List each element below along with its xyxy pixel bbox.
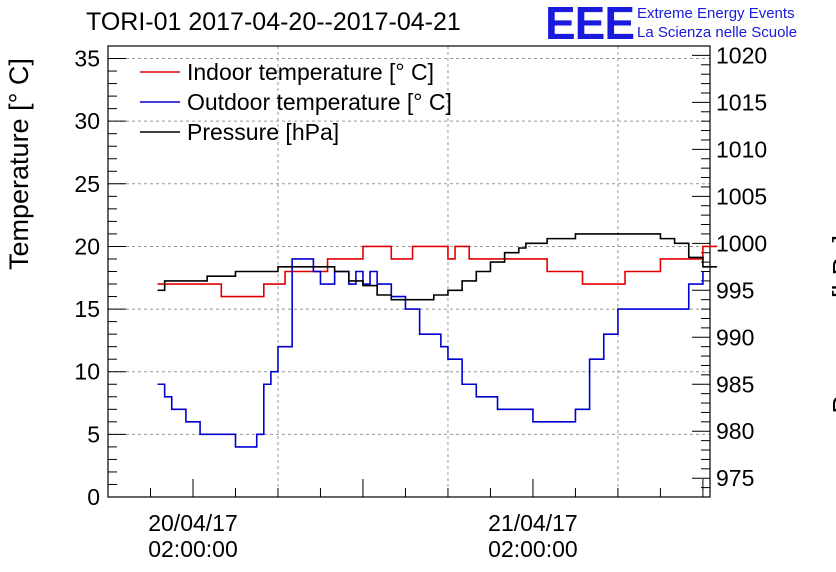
legend: Indoor temperature [° C] Outdoor temperat… (140, 59, 452, 145)
y-tick-label: 20 (74, 233, 100, 259)
y2-tick-label: 1010 (716, 136, 767, 162)
y-axis-left-label: Temperature [° C] (4, 58, 34, 270)
y2-tick-label: 980 (716, 418, 754, 444)
y2-tick-label: 990 (716, 324, 754, 350)
series-pressure (157, 233, 718, 301)
y-tick-label: 15 (74, 296, 100, 322)
y2-tick-label: 975 (716, 465, 754, 491)
y2-tick-label: 1005 (716, 183, 767, 209)
logo-caption: Extreme Energy Events La Scienza nelle S… (637, 4, 797, 42)
y-tick-label: 35 (74, 46, 100, 72)
logo-line-2: La Scienza nelle Scuole (637, 24, 798, 41)
legend-label: Indoor temperature [° C] (187, 59, 434, 85)
x-tick-label-time: 02:00:00 (488, 536, 578, 562)
legend-label: Outdoor temperature [° C] (187, 89, 452, 115)
y2-tick-label: 1020 (716, 42, 767, 68)
series-outdoor-temperature (157, 258, 704, 448)
y-axis-right-label: Pressure [hPa] (828, 235, 836, 414)
y-tick-label: 30 (74, 108, 100, 134)
y-tick-label: 5 (87, 421, 100, 447)
x-tick-label-time: 02:00:00 (148, 536, 238, 562)
legend-label: Pressure [hPa] (187, 119, 339, 145)
x-tick-label-date: 20/04/17 (148, 510, 238, 536)
y2-tick-label: 1015 (716, 89, 767, 115)
y-tick-label: 10 (74, 359, 100, 385)
y2-tick-label: 985 (716, 371, 754, 397)
x-tick-label-date: 21/04/17 (488, 510, 578, 536)
y-tick-label: 0 (87, 484, 100, 510)
series-indoor-temperature (157, 245, 718, 298)
y-tick-label: 25 (74, 171, 100, 197)
axes: 0510152025303597598098599099510001005101… (74, 42, 767, 562)
y2-tick-label: 1000 (716, 230, 767, 256)
chart-title: TORI-01 2017-04-20--2017-04-21 (86, 8, 461, 36)
eee-logo: EEE (545, 0, 635, 49)
logo-line-1: Extreme Energy Events (637, 5, 795, 22)
y2-tick-label: 995 (716, 277, 754, 303)
